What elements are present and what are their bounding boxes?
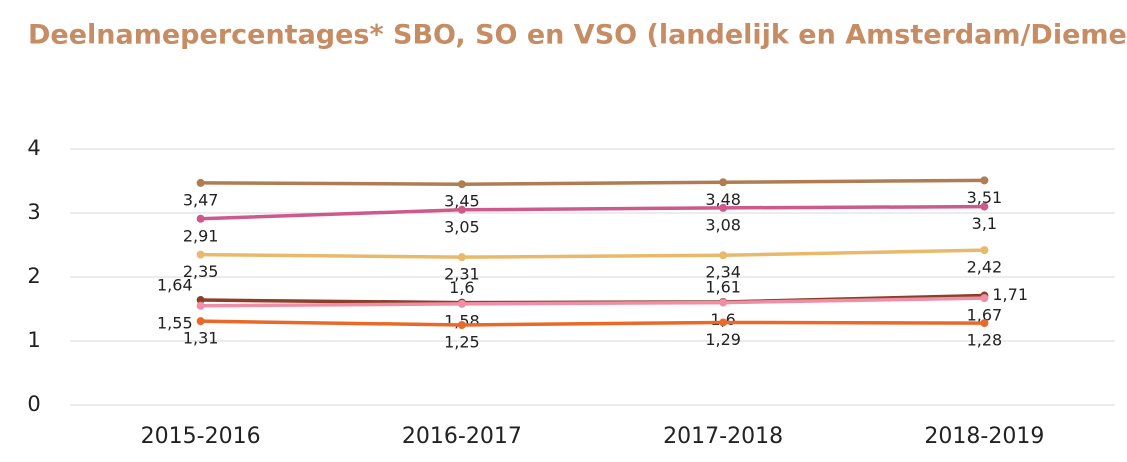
data-point xyxy=(196,296,205,305)
series-line xyxy=(200,296,985,308)
data-label: 2,35 xyxy=(183,262,219,281)
data-label: 3,45 xyxy=(444,192,480,211)
data-point xyxy=(196,301,205,310)
data-point xyxy=(196,214,205,223)
data-point xyxy=(719,318,728,327)
x-tick-label: 2018-2019 xyxy=(924,424,1044,449)
y-tick-label: 3 xyxy=(27,200,40,224)
data-point xyxy=(196,250,205,259)
data-label: 1,64 xyxy=(157,276,193,295)
y-tick-label: 0 xyxy=(27,392,40,416)
data-label: 1,28 xyxy=(967,331,1003,350)
data-label: 2,91 xyxy=(183,226,219,245)
data-label: 1,55 xyxy=(157,313,193,332)
data-point xyxy=(980,294,989,303)
y-tick-label: 4 xyxy=(27,136,40,160)
data-label: 1,71 xyxy=(992,285,1028,304)
data-label: 1,67 xyxy=(967,306,1003,325)
data-label: 3,47 xyxy=(183,190,219,209)
data-label: 1,31 xyxy=(183,329,219,348)
data-label: 1,61 xyxy=(705,277,741,296)
data-point xyxy=(457,253,466,262)
data-point xyxy=(719,298,728,307)
data-point xyxy=(719,251,728,260)
data-label: 1,25 xyxy=(444,333,480,352)
data-point xyxy=(457,205,466,214)
data-label: 3,51 xyxy=(967,188,1003,207)
data-point xyxy=(980,202,989,211)
series-line xyxy=(200,248,985,259)
data-point xyxy=(457,180,466,189)
data-point xyxy=(980,246,989,255)
data-label: 2,34 xyxy=(705,263,741,282)
data-point xyxy=(196,317,205,326)
data-point xyxy=(457,299,466,308)
chart-title: Deelnamepercentages* SBO, SO en VSO (lan… xyxy=(28,20,1127,51)
series-line xyxy=(200,178,985,186)
x-tick-label: 2017-2018 xyxy=(663,424,783,449)
data-label: 1,29 xyxy=(705,330,741,349)
data-point xyxy=(196,178,205,187)
data-point xyxy=(457,321,466,329)
data-point xyxy=(719,203,728,212)
data-label: 3,1 xyxy=(972,214,997,233)
data-point xyxy=(719,178,728,187)
y-tick-label: 2 xyxy=(27,264,40,288)
data-label: 2,42 xyxy=(967,258,1003,277)
y-tick-label: 1 xyxy=(27,328,40,352)
x-tick-label: 2016-2017 xyxy=(402,424,522,449)
series-line xyxy=(200,204,985,221)
series-line xyxy=(200,319,985,327)
data-label: 3,48 xyxy=(705,190,741,209)
x-tick-label: 2015-2016 xyxy=(141,424,261,449)
data-label: 1,6 xyxy=(449,278,474,297)
data-label: 2,31 xyxy=(444,265,480,284)
data-label: 3,05 xyxy=(444,217,480,236)
data-label: 3,08 xyxy=(705,215,741,234)
data-point xyxy=(980,176,989,185)
data-point xyxy=(980,319,989,328)
